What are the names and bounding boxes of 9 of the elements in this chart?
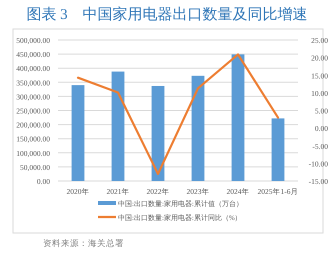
text: 资料来源：海关总署 (43, 238, 124, 248)
bar (112, 72, 124, 181)
bar (192, 76, 204, 181)
bar (72, 85, 84, 181)
line-series (76, 53, 280, 176)
bar (232, 54, 244, 181)
bar (272, 118, 284, 181)
bar (152, 86, 164, 181)
chart-title: 图表 3 中国家用电器出口数量及同比增速 (26, 6, 308, 23)
